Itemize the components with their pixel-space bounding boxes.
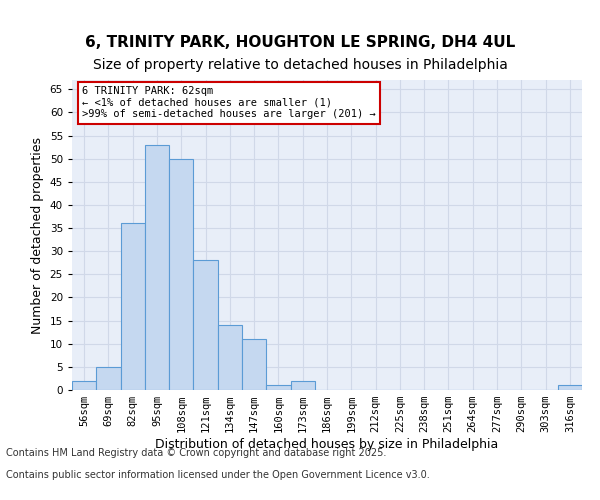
Bar [290,380,315,390]
Text: Contains HM Land Registry data © Crown copyright and database right 2025.: Contains HM Land Registry data © Crown c… [6,448,386,458]
Bar [96,367,121,390]
Bar [145,145,169,390]
Bar [193,260,218,390]
Bar [72,380,96,390]
Text: 6 TRINITY PARK: 62sqm
← <1% of detached houses are smaller (1)
>99% of semi-deta: 6 TRINITY PARK: 62sqm ← <1% of detached … [82,86,376,120]
X-axis label: Distribution of detached houses by size in Philadelphia: Distribution of detached houses by size … [155,438,499,451]
Bar [218,325,242,390]
Bar [121,224,145,390]
Bar [558,386,582,390]
Bar [169,158,193,390]
Bar [242,339,266,390]
Y-axis label: Number of detached properties: Number of detached properties [31,136,44,334]
Text: Size of property relative to detached houses in Philadelphia: Size of property relative to detached ho… [92,58,508,71]
Text: Contains public sector information licensed under the Open Government Licence v3: Contains public sector information licen… [6,470,430,480]
Text: 6, TRINITY PARK, HOUGHTON LE SPRING, DH4 4UL: 6, TRINITY PARK, HOUGHTON LE SPRING, DH4… [85,35,515,50]
Bar [266,386,290,390]
